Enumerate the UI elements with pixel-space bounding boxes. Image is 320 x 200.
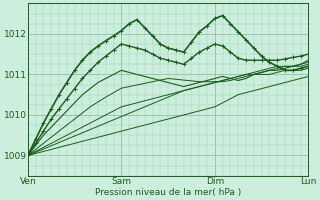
X-axis label: Pression niveau de la mer( hPa ): Pression niveau de la mer( hPa ) xyxy=(95,188,241,197)
